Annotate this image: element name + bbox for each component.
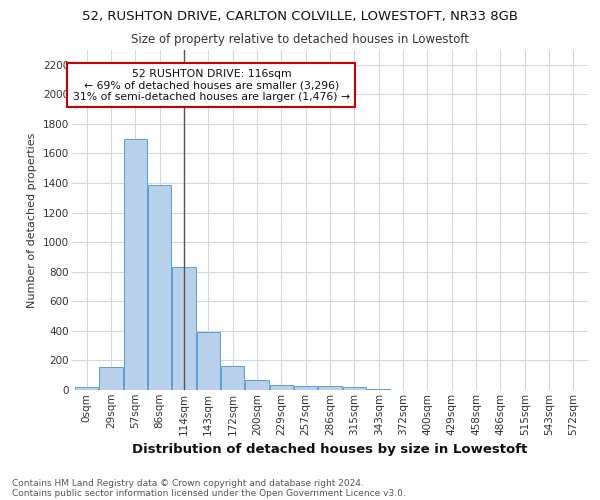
Y-axis label: Number of detached properties: Number of detached properties — [28, 132, 37, 308]
Bar — [319, 386, 341, 390]
Text: Size of property relative to detached houses in Lowestoft: Size of property relative to detached ho… — [131, 32, 469, 46]
Bar — [270, 386, 293, 390]
Text: Contains public sector information licensed under the Open Government Licence v3: Contains public sector information licen… — [12, 488, 406, 498]
Text: Contains HM Land Registry data © Crown copyright and database right 2024.: Contains HM Land Registry data © Crown c… — [12, 478, 364, 488]
Bar — [124, 138, 147, 390]
Bar — [221, 366, 244, 390]
X-axis label: Distribution of detached houses by size in Lowestoft: Distribution of detached houses by size … — [133, 443, 527, 456]
Bar — [197, 332, 220, 390]
Bar — [172, 268, 196, 390]
Bar — [294, 386, 317, 390]
Bar — [100, 367, 122, 390]
Bar — [245, 380, 269, 390]
Text: 52 RUSHTON DRIVE: 116sqm
← 69% of detached houses are smaller (3,296)
31% of sem: 52 RUSHTON DRIVE: 116sqm ← 69% of detach… — [73, 68, 350, 102]
Text: 52, RUSHTON DRIVE, CARLTON COLVILLE, LOWESTOFT, NR33 8GB: 52, RUSHTON DRIVE, CARLTON COLVILLE, LOW… — [82, 10, 518, 23]
Bar — [75, 387, 98, 390]
Bar — [343, 387, 366, 390]
Bar — [148, 184, 171, 390]
